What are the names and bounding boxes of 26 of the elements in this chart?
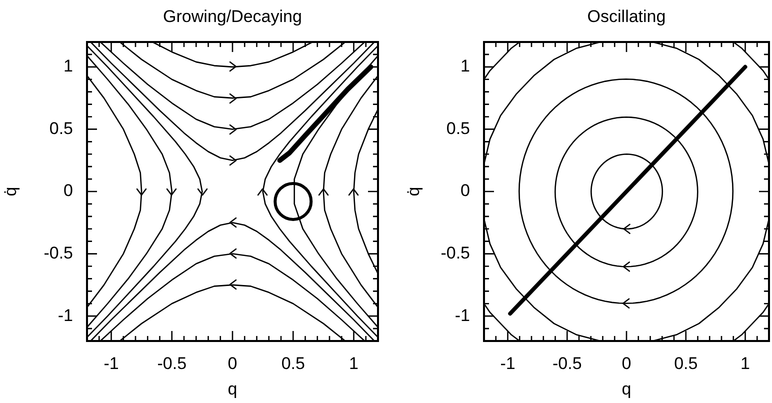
x-axis-title: q [622,379,632,398]
y-tick-label: 0 [64,181,73,200]
x-tick-label: -1 [104,354,119,373]
x-axis-title: q [228,379,238,398]
chart-title: Oscillating [587,6,666,26]
y-axis-title: q̇ [0,186,20,196]
y-axis-title: q̇ [404,186,423,196]
y-tick-label: 0.5 [49,118,73,138]
x-tick-label: -0.5 [552,354,582,373]
x-tick-label: 0.5 [674,354,698,373]
y-tick-label: 0 [460,181,470,200]
y-tick-label: -0.5 [440,243,470,262]
x-tick-label: -0.5 [157,354,187,373]
y-tick-label: -1 [58,306,73,325]
x-tick-label: 1 [349,354,358,373]
y-tick-label: -1 [454,306,470,325]
y-tick-label: 0.5 [446,118,470,138]
x-tick-label: 0 [622,354,632,373]
x-tick-label: 0.5 [281,354,305,373]
x-tick-label: -1 [500,354,516,373]
x-tick-label: 1 [740,354,750,373]
y-tick-label: 1 [460,56,470,76]
x-tick-label: 0 [228,354,238,373]
y-tick-label: 1 [64,56,73,76]
y-tick-label: -0.5 [44,243,73,262]
chart-title: Growing/Decaying [163,6,302,26]
